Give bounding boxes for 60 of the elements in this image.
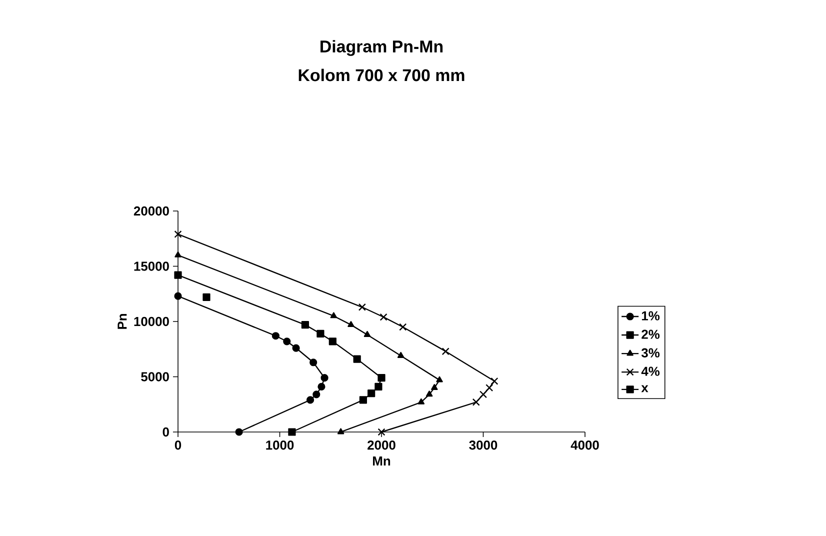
point xyxy=(418,398,425,404)
point xyxy=(320,374,328,382)
point xyxy=(359,396,367,404)
legend-label: x xyxy=(641,385,648,392)
point xyxy=(310,358,318,366)
point xyxy=(312,390,320,398)
point xyxy=(348,321,354,328)
y-tick-label: 15000 xyxy=(134,262,169,271)
chart-subtitle: Kolom 700 x 700 mm xyxy=(298,68,464,82)
point xyxy=(174,292,182,300)
point xyxy=(353,355,361,363)
point xyxy=(174,251,182,258)
point xyxy=(431,384,438,390)
point xyxy=(399,323,407,331)
point xyxy=(436,376,443,382)
point xyxy=(380,313,388,321)
y-tick-label: 10000 xyxy=(134,316,169,326)
point xyxy=(283,338,291,346)
point xyxy=(272,332,280,340)
point xyxy=(306,396,314,404)
point xyxy=(426,390,433,397)
chart-title: Diagram Pn-Mn xyxy=(320,40,443,56)
legend-label: 4% xyxy=(641,366,660,376)
point xyxy=(301,321,309,329)
point xyxy=(368,390,376,398)
point xyxy=(374,382,382,390)
x-tick-label: 0 xyxy=(174,440,182,450)
point xyxy=(479,390,488,398)
point xyxy=(442,348,450,356)
point xyxy=(288,428,296,436)
point xyxy=(292,344,300,352)
y-tick-label: 0 xyxy=(162,427,169,437)
point xyxy=(316,330,324,338)
y-tick-label: 5000 xyxy=(141,372,169,382)
point xyxy=(397,352,404,358)
point xyxy=(235,428,243,436)
point xyxy=(174,271,182,279)
point xyxy=(174,230,182,238)
point xyxy=(358,303,366,311)
point xyxy=(328,338,336,346)
legend-label: 3% xyxy=(641,348,660,358)
point xyxy=(490,377,498,385)
y-tick-label: 20000 xyxy=(134,206,169,216)
point xyxy=(378,374,386,382)
point xyxy=(318,382,326,390)
point xyxy=(364,330,371,337)
legend-label: 1% xyxy=(642,311,660,320)
x-tick-label: 2000 xyxy=(368,440,396,450)
point xyxy=(378,428,386,436)
x-axis-title: Mn xyxy=(373,456,390,466)
x-tick-label: 1000 xyxy=(266,440,294,450)
legend-label: 2% xyxy=(642,330,660,339)
point xyxy=(472,398,480,406)
y-axis-title: Pn xyxy=(118,314,127,329)
x-tick-label: 3000 xyxy=(469,440,498,450)
point xyxy=(202,293,210,301)
x-tick-label: 4000 xyxy=(570,440,599,450)
point xyxy=(330,312,338,318)
point xyxy=(337,428,344,434)
point xyxy=(486,384,494,392)
